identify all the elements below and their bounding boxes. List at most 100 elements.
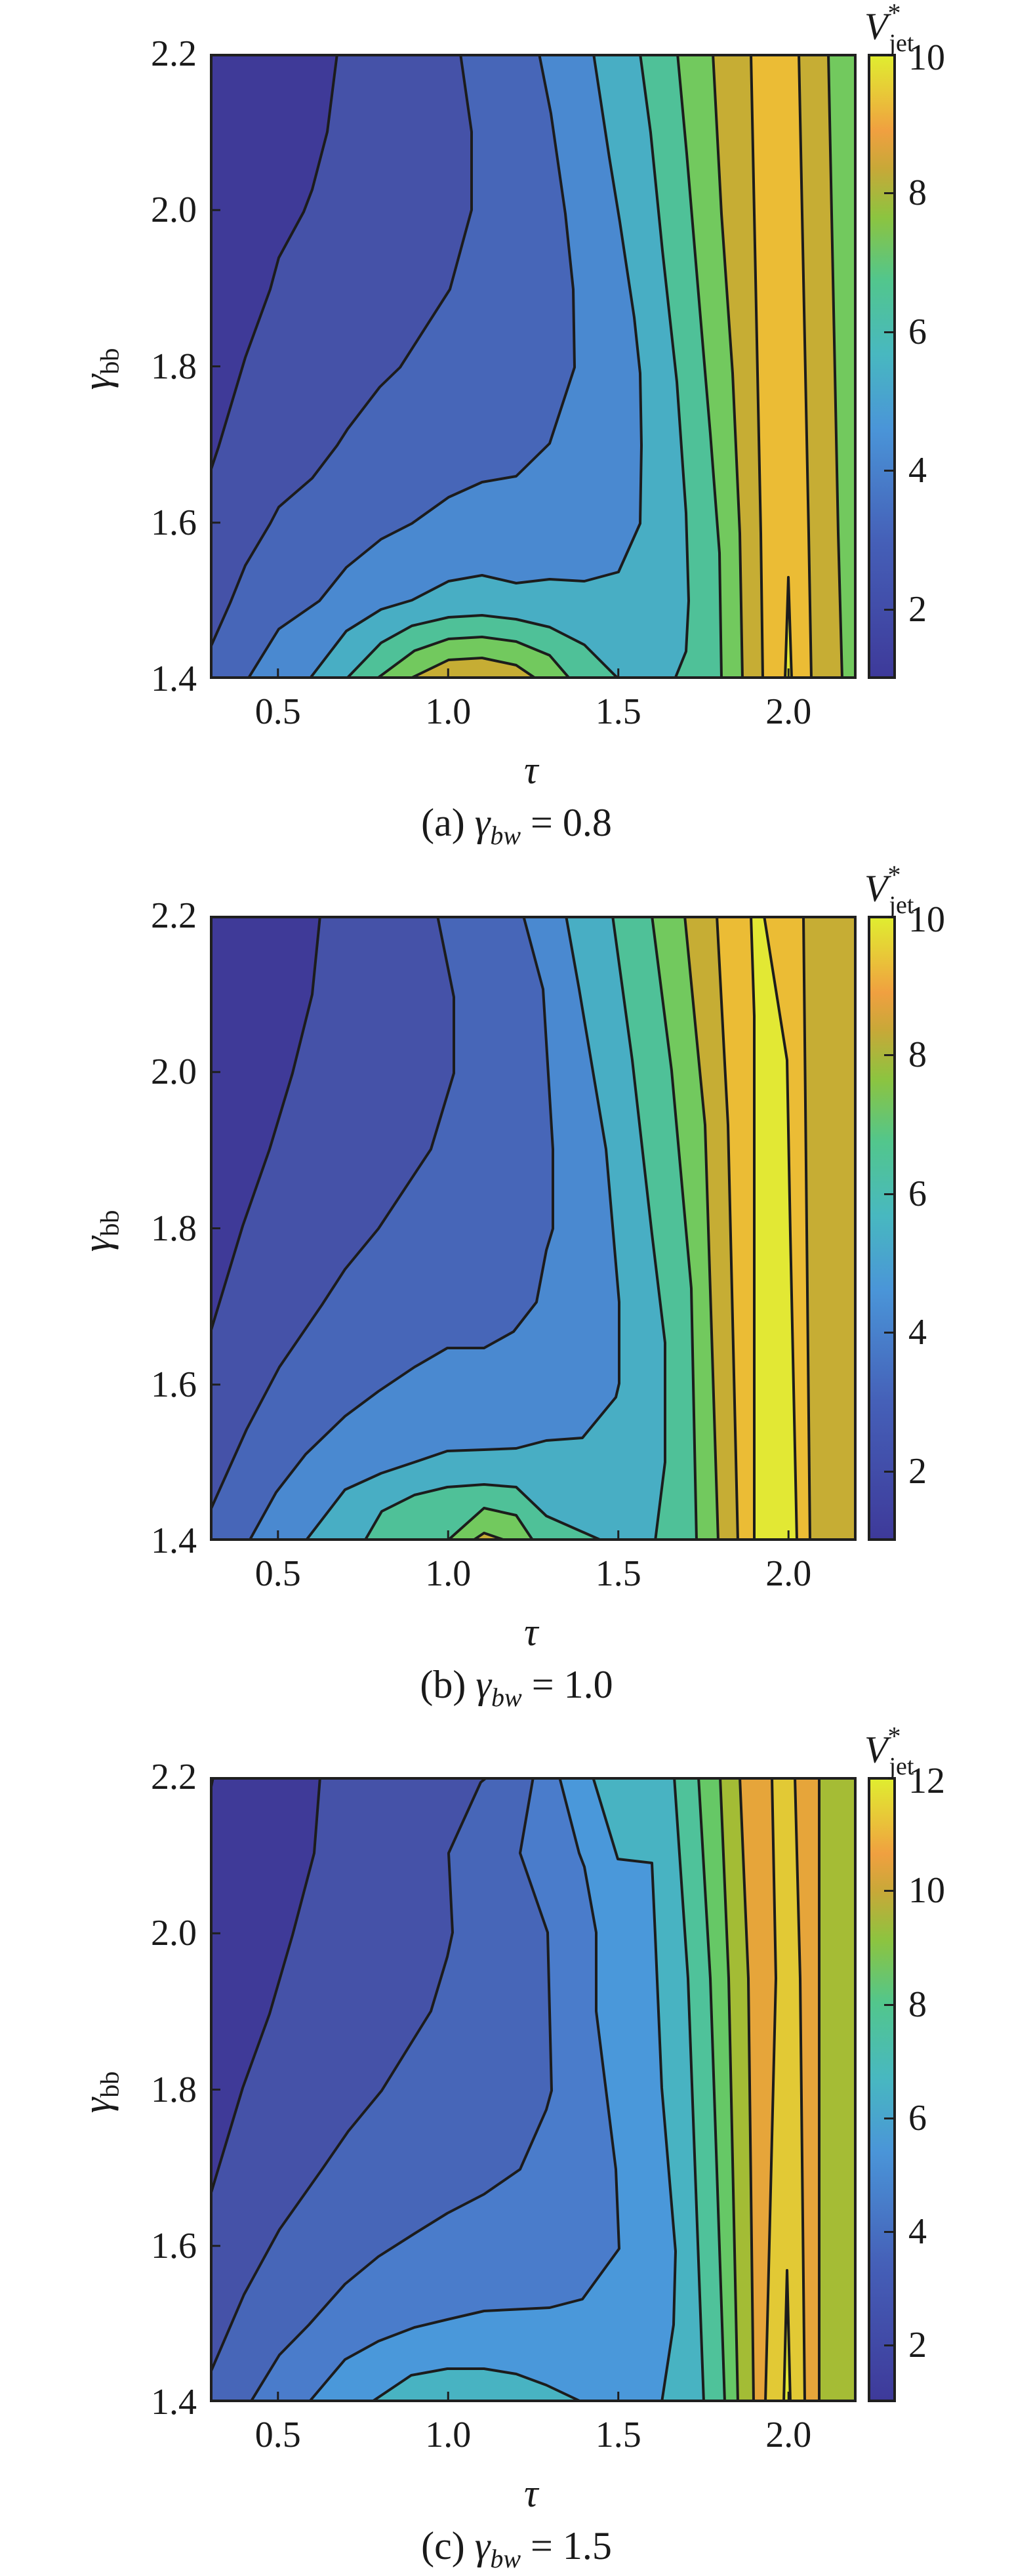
colorbar-tick-label: 10 bbox=[908, 37, 945, 78]
colorbar-tick-mark bbox=[884, 1053, 896, 1056]
y-tick-label: 1.6 bbox=[151, 1364, 197, 1405]
colorbar-tick-mark bbox=[884, 2003, 896, 2006]
y-tick-label: 1.6 bbox=[151, 2225, 197, 2266]
colorbar-tick-label: 2 bbox=[908, 2325, 927, 2366]
colorbar-tick-mark bbox=[884, 2117, 896, 2119]
contour-line bbox=[784, 576, 793, 679]
x-tick-label: 2.0 bbox=[765, 691, 812, 732]
contour-line bbox=[683, 916, 719, 1541]
contour-line bbox=[375, 636, 571, 679]
x-axis-title: τ bbox=[524, 748, 538, 792]
contour-line bbox=[739, 1777, 755, 2402]
contour-line bbox=[210, 1777, 321, 2198]
contour-plot bbox=[210, 1777, 857, 2402]
contour-line bbox=[611, 916, 666, 1541]
colorbar-tick-label: 4 bbox=[908, 450, 927, 491]
colorbar-tick-mark bbox=[884, 1193, 896, 1195]
y-tick-label: 1.4 bbox=[151, 2382, 197, 2423]
contour-line bbox=[308, 54, 643, 679]
colorbar-tick-mark bbox=[884, 609, 896, 611]
colorbar-tick-mark bbox=[884, 192, 896, 194]
contour-line bbox=[210, 916, 321, 1335]
colorbar-title-symbol: V bbox=[864, 5, 888, 48]
contour-band bbox=[447, 1508, 533, 1541]
contour-line bbox=[750, 916, 756, 1541]
contour-line bbox=[827, 54, 843, 679]
x-axis-title: τ bbox=[524, 2472, 538, 2515]
contour-line bbox=[697, 1777, 726, 2402]
x-tick-label: 1.5 bbox=[595, 1553, 641, 1594]
y-tick-label: 1.8 bbox=[151, 346, 197, 387]
x-tick-label: 1.5 bbox=[595, 2415, 641, 2455]
colorbar-title-subscript: jet bbox=[889, 1752, 914, 1780]
y-tick-label: 2.0 bbox=[151, 190, 197, 231]
x-tick-label: 1.0 bbox=[425, 2415, 472, 2455]
x-tick-label: 1.5 bbox=[595, 691, 641, 732]
colorbar-title-symbol: V bbox=[864, 1728, 888, 1771]
y-tick-label: 2.2 bbox=[151, 1757, 197, 1797]
contour-line bbox=[794, 1777, 806, 2402]
caption-subscript: bw bbox=[490, 821, 521, 850]
y-tick-label: 1.6 bbox=[151, 502, 197, 543]
caption-symbol: γ bbox=[474, 2524, 491, 2567]
y-axis-symbol: γ bbox=[75, 1236, 119, 1252]
contour-line bbox=[409, 657, 538, 679]
x-tick-label: 2.0 bbox=[765, 1553, 812, 1594]
colorbar-tick-mark bbox=[884, 1471, 896, 1473]
contour-band bbox=[371, 2369, 582, 2402]
colorbar-title-subscript: jet bbox=[889, 29, 914, 57]
caption-value: = 1.0 bbox=[531, 1663, 613, 1706]
x-tick-label: 0.5 bbox=[254, 2415, 301, 2455]
contour-line bbox=[676, 54, 723, 679]
y-tick-label: 2.0 bbox=[151, 1052, 197, 1093]
colorbar-tick-mark bbox=[884, 2231, 896, 2234]
caption-symbol: γ bbox=[474, 801, 491, 844]
colorbar-tick-label: 8 bbox=[908, 1984, 927, 2025]
caption-label: (b) bbox=[420, 1663, 466, 1706]
colorbar-title: V*jet bbox=[864, 0, 914, 57]
y-tick-label: 1.8 bbox=[151, 1208, 197, 1249]
caption-label: (c) bbox=[421, 2524, 465, 2567]
contour-line bbox=[716, 916, 739, 1541]
contour-line bbox=[651, 916, 698, 1541]
contour-line bbox=[750, 54, 764, 679]
caption-subscript: bw bbox=[490, 2544, 521, 2573]
contour-line bbox=[308, 1777, 620, 2402]
contour-line bbox=[712, 54, 744, 679]
colorbar-tick-label: 2 bbox=[908, 1451, 927, 1492]
contour-plot bbox=[210, 54, 857, 679]
panel-c: 2.2 2.0 1.8 1.6 1.4 0.5 1.0 1.5 2.0 τ γbb V*jet 12 10… bbox=[0, 1721, 1033, 2576]
panel-b: 2.2 2.0 1.8 1.6 1.4 0.5 1.0 1.5 2.0 τ γbb V*jet 10 8 6… bbox=[0, 860, 1033, 1715]
contour-line bbox=[247, 54, 576, 679]
colorbar-tick-label: 6 bbox=[908, 311, 927, 352]
caption-value: = 1.5 bbox=[531, 2524, 612, 2567]
colorbar-tick-mark bbox=[884, 1332, 896, 1334]
contour-line bbox=[345, 614, 620, 679]
colorbar-tick-label: 4 bbox=[908, 1312, 927, 1353]
x-tick-label: 1.0 bbox=[425, 691, 472, 732]
x-tick-label: 0.5 bbox=[254, 1553, 301, 1594]
contour-line bbox=[210, 54, 473, 649]
contour-line bbox=[802, 916, 811, 1541]
panel-a: 2.2 2.0 1.8 1.6 1.4 0.5 1.0 1.5 2.0 τ γbb V*jet 10 8 6… bbox=[0, 0, 1033, 853]
contour-line bbox=[639, 54, 690, 679]
colorbar-title-superscript: * bbox=[887, 1721, 901, 1751]
contour-line bbox=[249, 1777, 553, 2402]
panel-caption: (a) γbw = 0.8 bbox=[0, 800, 1033, 851]
contour-band bbox=[803, 916, 857, 1541]
x-tick-label: 2.0 bbox=[765, 2415, 812, 2455]
y-axis-subscript: bb bbox=[94, 2071, 125, 2098]
y-axis-title: γbb bbox=[74, 1210, 125, 1252]
x-axis-title: τ bbox=[524, 1610, 538, 1654]
colorbar bbox=[868, 54, 896, 679]
x-tick-label: 0.5 bbox=[254, 691, 301, 732]
colorbar-title: V*jet bbox=[864, 1721, 914, 1780]
contour-line bbox=[370, 2367, 583, 2402]
contour-line bbox=[673, 1777, 705, 2402]
colorbar-tick-label: 12 bbox=[908, 1761, 945, 1801]
colorbar-tick-label: 2 bbox=[908, 589, 927, 630]
contour-band bbox=[819, 1777, 857, 2402]
colorbar-tick-mark bbox=[884, 331, 896, 333]
caption-subscript: bw bbox=[491, 1683, 522, 1712]
contour-line bbox=[446, 1507, 535, 1541]
